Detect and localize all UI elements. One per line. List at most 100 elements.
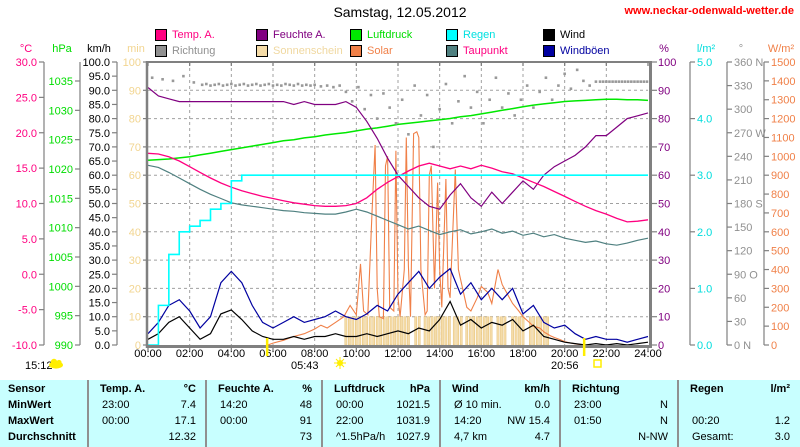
axis-kmh-tick-label: 40.0 [89, 227, 110, 239]
x-tick-label: 04:00 [218, 348, 246, 360]
axis-min-tick-label: 50 [129, 199, 141, 211]
table-separator [559, 380, 561, 447]
axis-kmh-tick-label: 100.0 [82, 57, 110, 69]
legend-swatch-richtung [155, 45, 167, 57]
table-cell-value: 73 [299, 431, 312, 443]
axis-hpa-tick-label: 1015 [49, 193, 73, 205]
day-length-label: 15:12 [25, 360, 53, 372]
axis-kmh-tick-label: 35.0 [89, 241, 110, 253]
axis-hpa-tick-label: 1005 [49, 252, 73, 264]
x-tick-label: 00:00 [134, 348, 162, 360]
axis-kmh-tick-label: 85.0 [89, 99, 110, 111]
table-cell-value: NW 15.4 [507, 415, 550, 427]
legend-swatch-sonnenschein [256, 45, 268, 57]
axis-lm2-tick-label: 0.0 [697, 340, 712, 352]
legend-label-wind: Wind [560, 29, 586, 41]
table-cell-time: 4,7 km [454, 431, 488, 443]
axis-deg-tick-label: 150 [734, 222, 752, 234]
axis-kmh-tick-label: 80.0 [89, 114, 110, 126]
axis-pct-tick-label: 40 [658, 227, 670, 239]
sunrise-sun-icon [334, 357, 346, 369]
axis-min-tick-label: 80 [129, 114, 141, 126]
axis-pct-tick-label: 100 [658, 57, 676, 69]
table-col-unit: hPa [409, 383, 430, 395]
axis-hpa-header: hPa [52, 43, 72, 55]
table-col-header: Feuchte A. [218, 383, 274, 395]
stats-table: Sensor MinWert MaxWert Durchschnitt Temp. A.… [0, 380, 800, 447]
axis-deg-tick-label: 330 [734, 81, 752, 93]
series-luftdruck [147, 98, 649, 161]
axis-wm2-tick-label: 300 [771, 283, 789, 295]
axis-hpa-tick-label: 1025 [49, 135, 73, 147]
table-col-unit: km/h [524, 383, 550, 395]
table-col-unit: °C [183, 383, 196, 395]
legend-item-windboen: Windböen [543, 45, 610, 57]
legend-item-regen: Regen [446, 29, 495, 41]
sunset-label: 20:56 [551, 360, 579, 372]
table-cell-value: 7.4 [180, 399, 196, 411]
axis-c-header: °C [20, 43, 32, 55]
axis-kmh-tick-label: 20.0 [89, 283, 110, 295]
axis-lm2-tick-label: 5.0 [697, 57, 712, 69]
axis-min-tick-label: 90 [129, 85, 141, 97]
series-richtung [150, 68, 649, 149]
table-cell-time: Ø 10 min. [454, 399, 502, 411]
table-cell-value: 3.0 [774, 431, 790, 443]
x-tick-label: 08:00 [301, 348, 329, 360]
axis-hpa-tick-label: 990 [55, 340, 73, 352]
axis-wm2-tick-label: 900 [771, 170, 789, 182]
axis-wm2-tick-label: 0 [771, 340, 777, 352]
axis-wm2-tick-label: 400 [771, 265, 789, 277]
axis-wm2-header: W/m² [768, 43, 795, 55]
axis-lm2-tick-label: 2.0 [697, 227, 712, 239]
axis-pct-tick-label: 30 [658, 255, 670, 267]
axis-kmh-header: km/h [87, 43, 111, 55]
x-tick-label: 20:00 [551, 348, 579, 360]
series-regen [148, 174, 648, 346]
axis-kmh-tick-label: 75.0 [89, 128, 110, 140]
axis-hpa-tick-label: 995 [55, 311, 73, 323]
table-col-header: Luftdruck [334, 383, 385, 395]
axis-wm2-tick-label: 1100 [771, 132, 795, 144]
sunset-square-icon [593, 359, 602, 368]
axis-hpa: 1035 1030 1025 1020 1015 1010 1005 1000 995 990 hP… [49, 43, 81, 352]
legend-label-solar: Solar [367, 45, 393, 57]
cloud-icon [49, 358, 63, 369]
axis-lm2-header: l/m² [697, 43, 716, 55]
x-tick-label: 14:00 [426, 348, 454, 360]
table-cell-time: 00:00 [336, 399, 364, 411]
axis-c-tick-label: 15.0 [16, 163, 37, 175]
table-row-label: MaxWert [8, 415, 54, 427]
plot-border [145, 61, 652, 348]
axis-lm2-tick-label: 4.0 [697, 114, 712, 126]
axis-deg-tick-label: 30 [734, 316, 746, 328]
axis-kmh-tick-label: 60.0 [89, 170, 110, 182]
table-cell-value: 1031.9 [396, 415, 430, 427]
table-cell-value: 48 [299, 399, 312, 411]
page-title: Samstag, 12.05.2012 [333, 4, 467, 20]
table-cell-value: 91 [299, 415, 312, 427]
legend-label-luftdruck: Luftdruck [367, 29, 413, 41]
axis-wm2-tick-label: 100 [771, 321, 789, 333]
table-col-header: Regen [690, 383, 724, 395]
table-separator [321, 380, 323, 447]
axis-min-tick-label: 40 [129, 227, 141, 239]
axis-pct-tick-label: 50 [658, 199, 670, 211]
axis-deg-header: ° [739, 43, 743, 55]
axis-c-tick-label: 0.0 [22, 269, 37, 281]
axis-pct-tick-label: 90 [658, 85, 670, 97]
table-cell-value: N [660, 415, 668, 427]
series-wind [147, 300, 649, 346]
legend-item-solar: Solar [350, 45, 393, 57]
legend-item-richtung: Richtung [155, 45, 215, 57]
axis-c-tick-label: 10.0 [16, 199, 37, 211]
legend-swatch-windboen [543, 45, 555, 57]
x-tick-label: 06:00 [259, 348, 287, 360]
axis-wm2-tick-label: 1200 [771, 114, 795, 126]
axis-min-tick-label: 100 [123, 57, 141, 69]
legend-label-sonnenschein: Sonnenschein [273, 45, 343, 57]
axis-kmh-tick-label: 45.0 [89, 213, 110, 225]
table-cell-time: 01:50 [574, 415, 602, 427]
website-link[interactable]: www.neckar-odenwald-wetter.de [624, 5, 794, 17]
